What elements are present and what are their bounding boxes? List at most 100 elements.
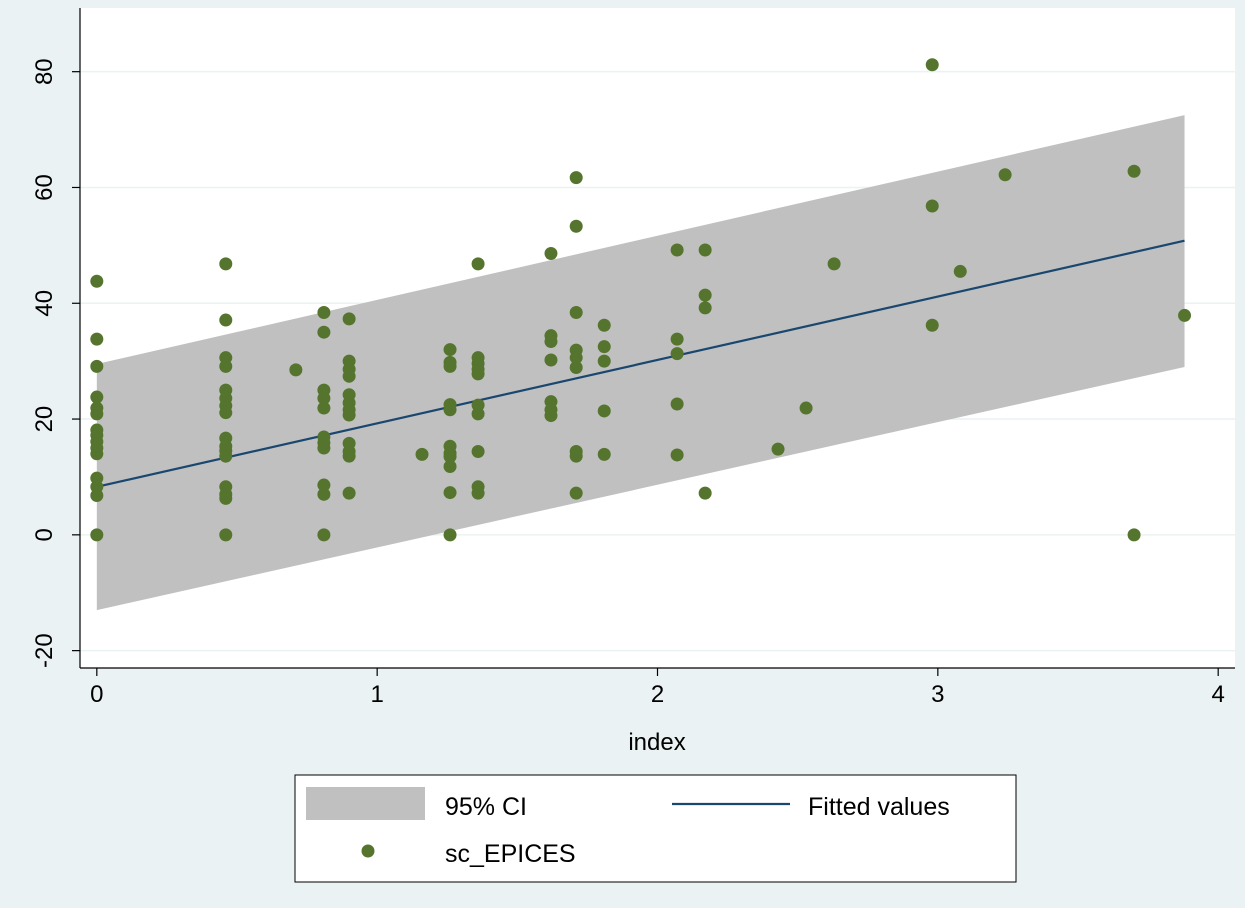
x-axis-title: index [628, 729, 685, 756]
scatter-point [597, 447, 611, 461]
x-tick-label: 0 [90, 681, 103, 708]
scatter-point [1127, 164, 1141, 178]
scatter-point [698, 288, 712, 302]
scatter-point [317, 391, 331, 405]
scatter-point [317, 441, 331, 455]
scatter-point [670, 448, 684, 462]
scatter-point [289, 363, 303, 377]
scatter-point [544, 246, 558, 260]
legend-swatch-ci [306, 787, 425, 820]
legend-swatch-scatter [361, 844, 375, 858]
y-tick-label: -20 [31, 633, 58, 668]
scatter-point [90, 332, 104, 346]
scatter-point [342, 449, 356, 463]
scatter-point [597, 340, 611, 354]
scatter-point [597, 404, 611, 418]
scatter-point [544, 409, 558, 423]
scatter-point [925, 318, 939, 332]
scatter-point [670, 347, 684, 361]
scatter-point [219, 359, 233, 373]
scatter-point [342, 408, 356, 422]
scatter-points [90, 58, 1192, 542]
scatter-point [415, 447, 429, 461]
scatter-point [90, 407, 104, 421]
scatter-point [569, 351, 583, 365]
x-tick-label: 3 [931, 681, 944, 708]
scatter-point [90, 528, 104, 542]
scatter-point [544, 353, 558, 367]
scatter-point [698, 243, 712, 257]
scatter-point [698, 301, 712, 315]
x-tick-label: 1 [370, 681, 383, 708]
scatter-point [569, 449, 583, 463]
x-tick-label: 4 [1211, 681, 1224, 708]
scatter-point [471, 407, 485, 421]
scatter-point [219, 257, 233, 271]
scatter-point [90, 390, 104, 404]
fitted-line [96, 239, 1185, 488]
scatter-point [342, 369, 356, 383]
scatter-point [443, 343, 457, 357]
scatter-point [771, 442, 785, 456]
scatter-point [471, 257, 485, 271]
scatter-point [317, 478, 331, 492]
scatter-point [569, 306, 583, 320]
scatter-point [597, 318, 611, 332]
scatter-point [219, 528, 233, 542]
scatter-point [597, 354, 611, 368]
scatter-point [1127, 528, 1141, 542]
ci-band-area [96, 115, 1185, 611]
scatter-point [471, 486, 485, 500]
scatter-point [670, 397, 684, 411]
scatter-point [471, 444, 485, 458]
scatter-point [925, 58, 939, 72]
scatter-point [317, 306, 331, 320]
scatter-point [799, 401, 813, 415]
x-tick-label: 2 [651, 681, 664, 708]
legend-label-scatter: sc_EPICES [445, 840, 576, 868]
scatter-point [443, 450, 457, 464]
scatter-point [317, 325, 331, 339]
y-tick-label: 40 [31, 290, 58, 317]
legend-label-ci: 95% CI [445, 793, 527, 821]
y-tick-label: 20 [31, 406, 58, 433]
scatter-point [953, 264, 967, 278]
scatter-point [90, 488, 104, 502]
scatter-point [443, 528, 457, 542]
y-axis-ticks: -20 0 20 40 60 80 [31, 58, 80, 668]
scatter-point [90, 447, 104, 461]
fitted-line-group [96, 239, 1185, 488]
legend-label-fitted: Fitted values [808, 793, 950, 821]
scatter-point [670, 332, 684, 346]
scatter-point [569, 219, 583, 233]
scatter-point [670, 243, 684, 257]
scatter-point [219, 491, 233, 505]
scatter-point [90, 359, 104, 373]
scatter-point [925, 199, 939, 213]
scatter-point [443, 403, 457, 417]
scatter-point [342, 312, 356, 326]
scatter-point [342, 486, 356, 500]
scatter-point [698, 486, 712, 500]
scatter-point [569, 486, 583, 500]
scatter-point [569, 361, 583, 375]
scatter-point [219, 313, 233, 327]
scatter-point [317, 487, 331, 501]
y-tick-label: 80 [31, 58, 58, 85]
y-tick-label: 0 [31, 528, 58, 541]
scatter-point [443, 359, 457, 373]
scatter-point [1178, 308, 1192, 322]
scatter-point [569, 171, 583, 185]
scatter-point [998, 168, 1012, 182]
scatter-point [317, 528, 331, 542]
y-tick-label: 60 [31, 174, 58, 201]
ci-band [96, 115, 1185, 611]
legend: 95% CI Fitted values sc_EPICES [294, 774, 1017, 883]
scatter-point [443, 486, 457, 500]
scatter-point [544, 334, 558, 348]
scatter-point [219, 406, 233, 420]
scatter-point [219, 449, 233, 463]
scatter-point [471, 367, 485, 381]
x-axis-ticks: 0 1 2 3 4 [90, 668, 1225, 708]
